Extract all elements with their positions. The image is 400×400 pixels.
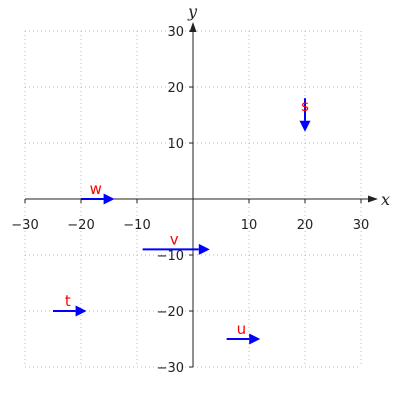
vector-v-arrowhead xyxy=(198,243,210,255)
vector-w-label: w xyxy=(90,180,102,198)
y-tick-label: −30 xyxy=(157,361,184,376)
y-tick-label: −10 xyxy=(157,249,184,264)
vector-t-arrowhead xyxy=(75,305,87,317)
x-tick-label: 20 xyxy=(297,218,314,233)
x-tick-label: 30 xyxy=(353,218,370,233)
x-axis-arrowhead xyxy=(368,195,378,203)
vector-w-arrowhead xyxy=(103,193,115,205)
x-axis-title: x xyxy=(381,190,390,209)
x-tick-label: 10 xyxy=(241,218,258,233)
x-tick-label: −10 xyxy=(123,218,150,233)
y-tick-label: 30 xyxy=(167,25,184,40)
y-axis-title: y xyxy=(187,2,198,21)
vector-t-label: t xyxy=(65,292,71,310)
y-tick-label: −20 xyxy=(157,305,184,320)
x-tick-label: −20 xyxy=(67,218,94,233)
vector-v-label: v xyxy=(170,230,179,248)
y-tick-label: 20 xyxy=(167,81,184,96)
vector-s-arrowhead xyxy=(299,120,311,132)
vectors: w s v t u xyxy=(53,97,311,345)
vector-s-label: s xyxy=(301,97,309,115)
y-tick-label: 10 xyxy=(167,137,184,152)
x-tick-label: −30 xyxy=(11,218,38,233)
y-axis-arrowhead xyxy=(189,22,197,32)
vector-u-label: u xyxy=(237,320,247,338)
vector-u-arrowhead xyxy=(249,333,261,345)
ticks: −30 −20 −10 10 20 30 −30 −20 −10 10 20 30 xyxy=(11,25,369,376)
